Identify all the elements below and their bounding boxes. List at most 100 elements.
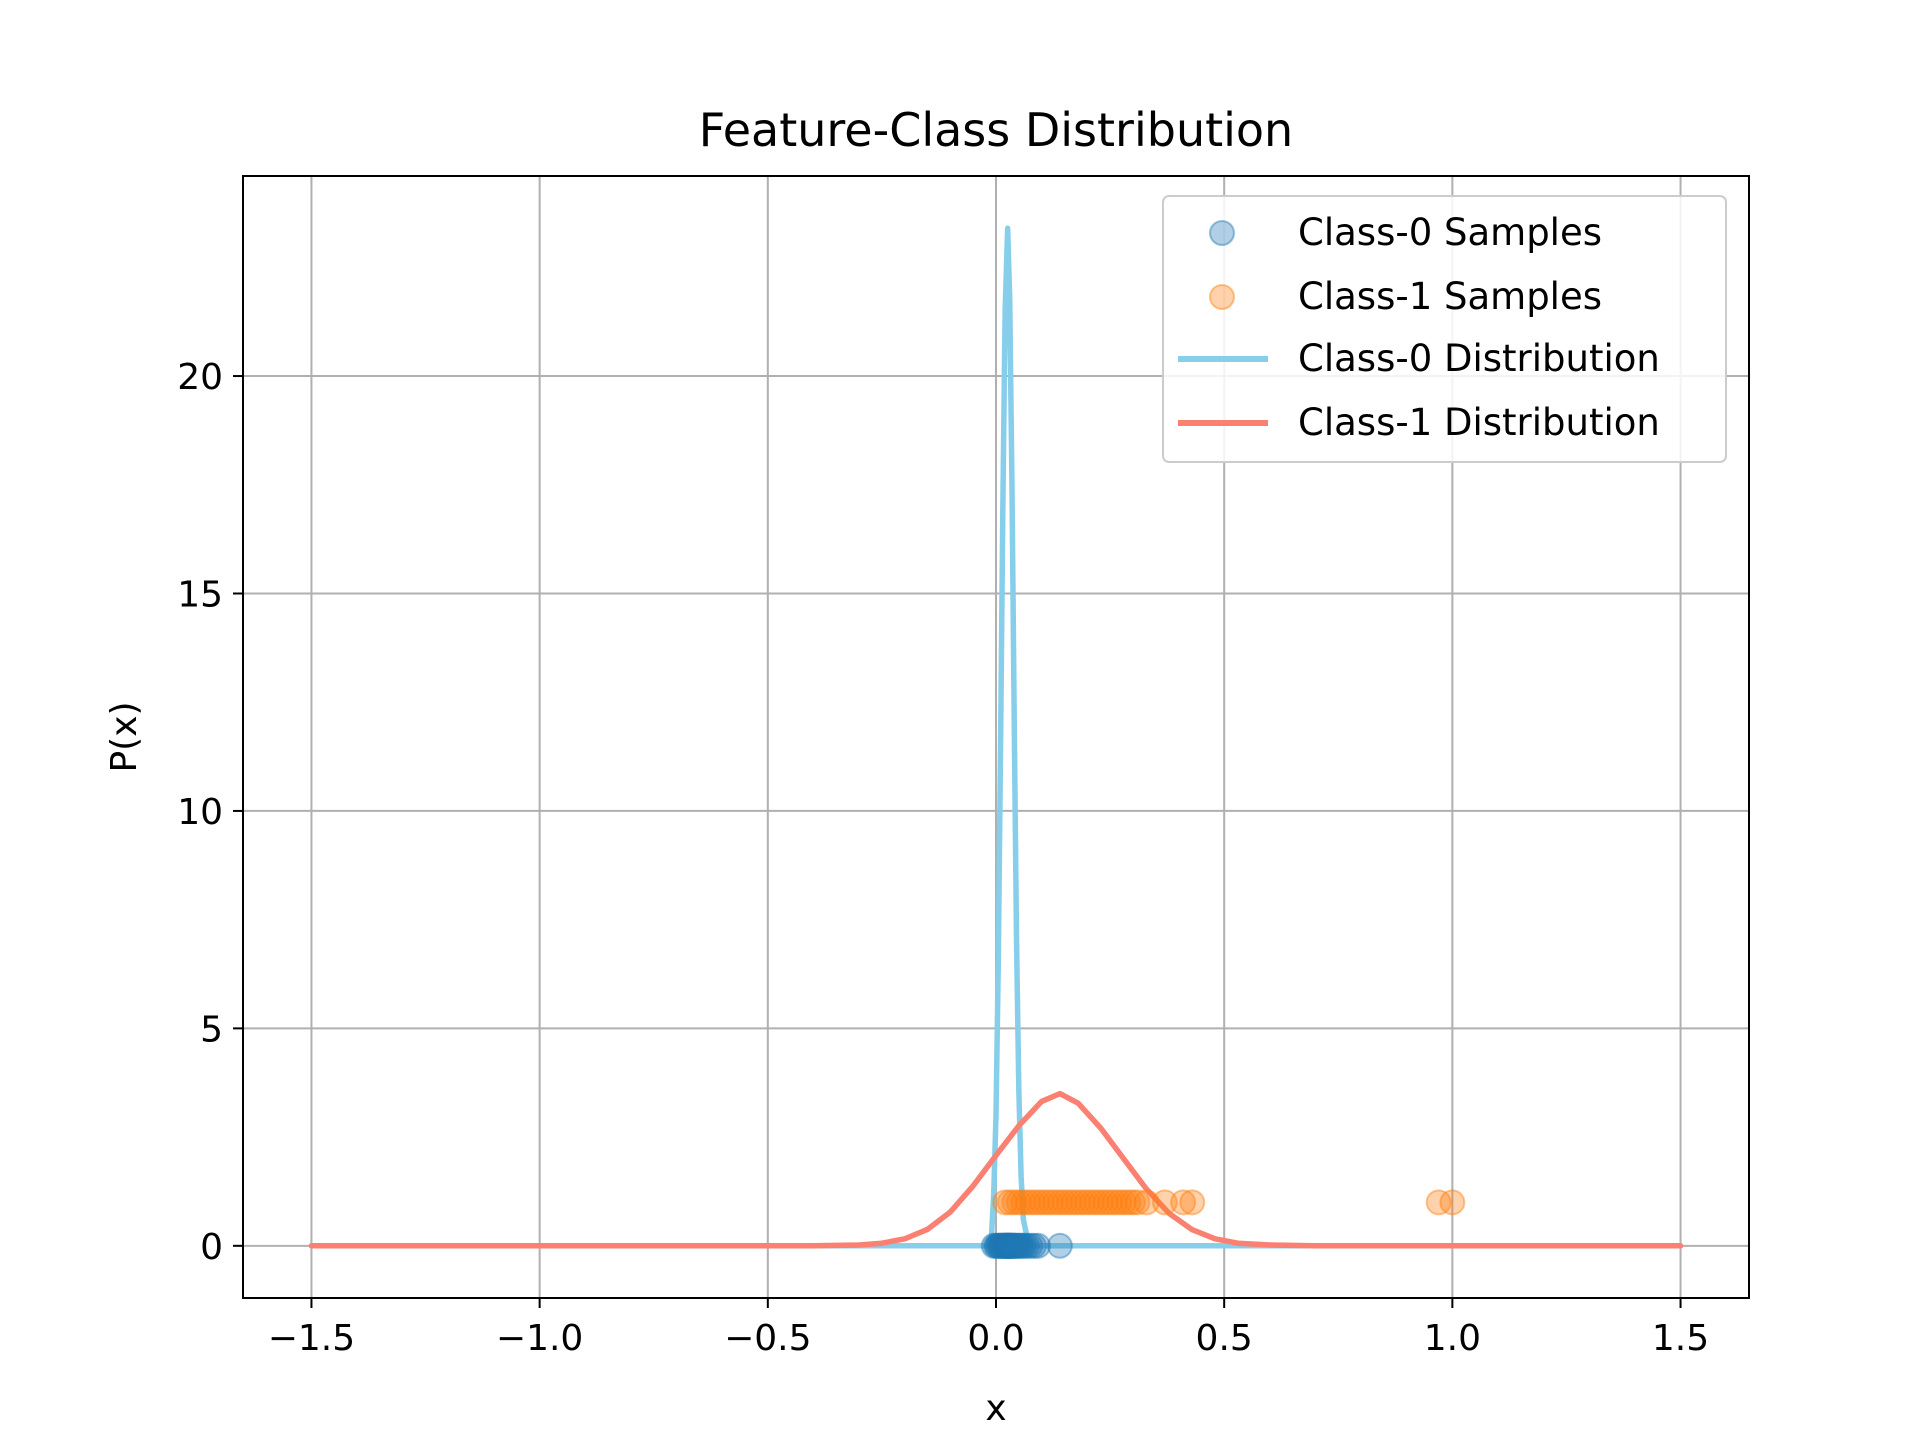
data-point xyxy=(1024,1189,1051,1216)
data-point xyxy=(1124,1189,1151,1216)
data-point xyxy=(1425,1189,1452,1216)
data-point xyxy=(993,1232,1020,1259)
data-point xyxy=(1011,1232,1038,1259)
data-point xyxy=(1024,1232,1051,1259)
data-point xyxy=(1170,1189,1197,1216)
x-axis-label: x xyxy=(985,1388,1006,1429)
data-point xyxy=(1020,1232,1047,1259)
y-tick-label: 0 xyxy=(200,1227,223,1268)
data-point xyxy=(992,1232,1019,1259)
y-tick-label: 5 xyxy=(200,1009,223,1050)
data-point xyxy=(996,1232,1023,1259)
data-point xyxy=(997,1232,1024,1259)
data-point xyxy=(997,1232,1024,1259)
data-point xyxy=(989,1232,1016,1259)
data-point xyxy=(1179,1189,1206,1216)
legend-marker-class-0-samples xyxy=(1209,220,1235,246)
axis-ticks: −1.5 −1.0 −0.5 0.0 0.5 1.0 1.5 0 5 10 15 20 xyxy=(177,357,1709,1359)
data-point xyxy=(1014,1189,1041,1216)
data-point xyxy=(995,1232,1022,1259)
x-tick-label: 0.5 xyxy=(1196,1318,1253,1359)
data-point xyxy=(1151,1189,1178,1216)
data-point xyxy=(1002,1232,1029,1259)
data-point xyxy=(1003,1232,1030,1259)
data-point xyxy=(987,1232,1014,1259)
chart-title: Feature-Class Distribution xyxy=(699,103,1293,157)
data-point xyxy=(1115,1189,1142,1216)
data-point xyxy=(988,1232,1015,1259)
data-point xyxy=(1056,1189,1083,1216)
data-point xyxy=(985,1232,1012,1259)
x-tick-label: 0.0 xyxy=(967,1318,1024,1359)
data-point xyxy=(1014,1232,1041,1259)
data-point xyxy=(1005,1189,1032,1216)
data-point xyxy=(1046,1232,1073,1259)
data-point xyxy=(1000,1232,1027,1259)
data-point xyxy=(1097,1189,1124,1216)
data-point xyxy=(988,1232,1015,1259)
data-point xyxy=(999,1232,1026,1259)
data-point xyxy=(1439,1189,1466,1216)
data-point xyxy=(980,1232,1007,1259)
data-point xyxy=(998,1232,1025,1259)
data-point xyxy=(998,1232,1025,1259)
data-point xyxy=(1007,1232,1034,1259)
data-point xyxy=(990,1232,1017,1259)
data-point xyxy=(993,1232,1020,1259)
data-point xyxy=(1046,1189,1073,1216)
x-tick-label: −1.0 xyxy=(496,1318,583,1359)
x-tick-label: 1.0 xyxy=(1424,1318,1481,1359)
legend: Class-0 Samples Class-1 Samples Class-0 … xyxy=(1162,195,1727,463)
plot-area xyxy=(308,225,1684,1259)
series-class-0-samples xyxy=(980,1232,1073,1259)
data-point xyxy=(991,1232,1018,1259)
data-point xyxy=(1001,1189,1028,1216)
data-point xyxy=(994,1232,1021,1259)
legend-marker-class-1-samples xyxy=(1209,284,1235,310)
data-point xyxy=(995,1232,1022,1259)
data-point xyxy=(1017,1232,1044,1259)
x-tick-label: 1.5 xyxy=(1652,1318,1709,1359)
data-point xyxy=(1069,1189,1096,1216)
data-point xyxy=(1083,1189,1110,1216)
data-point xyxy=(1005,1232,1032,1259)
data-point xyxy=(994,1232,1021,1259)
data-point xyxy=(1051,1189,1078,1216)
data-point xyxy=(1119,1189,1146,1216)
legend-label-class-1-samples: Class-1 Samples xyxy=(1298,275,1602,318)
series-line-class-0-distribution xyxy=(308,225,1684,1249)
data-point xyxy=(1106,1189,1133,1216)
data-point xyxy=(996,1189,1023,1216)
x-tick-label: −1.5 xyxy=(268,1318,355,1359)
y-axis-label: P(x) xyxy=(104,701,145,772)
data-point xyxy=(1010,1189,1037,1216)
y-tick-label: 10 xyxy=(177,792,223,833)
data-point xyxy=(1133,1189,1160,1216)
series-line-class-1-distribution xyxy=(308,1090,1684,1249)
data-point xyxy=(1042,1189,1069,1216)
data-point xyxy=(984,1232,1011,1259)
data-point xyxy=(1037,1189,1064,1216)
legend-label-class-0-samples: Class-0 Samples xyxy=(1298,211,1602,254)
data-point xyxy=(1001,1232,1028,1259)
legend-label-class-0-distribution: Class-0 Distribution xyxy=(1298,337,1660,380)
data-point xyxy=(1019,1189,1046,1216)
data-point xyxy=(1110,1189,1137,1216)
data-point xyxy=(983,1232,1009,1259)
data-point xyxy=(1028,1189,1055,1216)
data-point xyxy=(993,1232,1020,1259)
y-tick-label: 15 xyxy=(177,574,223,615)
legend-frame xyxy=(1162,195,1727,463)
data-point xyxy=(1065,1189,1092,1216)
data-point xyxy=(1078,1189,1105,1216)
data-point xyxy=(1060,1189,1087,1216)
legend-label-class-1-distribution: Class-1 Distribution xyxy=(1298,401,1660,444)
x-tick-label: −0.5 xyxy=(724,1318,811,1359)
data-point xyxy=(1101,1189,1128,1216)
data-point xyxy=(1092,1189,1119,1216)
data-point xyxy=(1087,1189,1114,1216)
data-point xyxy=(1033,1189,1060,1216)
data-point xyxy=(1074,1189,1101,1216)
data-point xyxy=(992,1232,1019,1259)
